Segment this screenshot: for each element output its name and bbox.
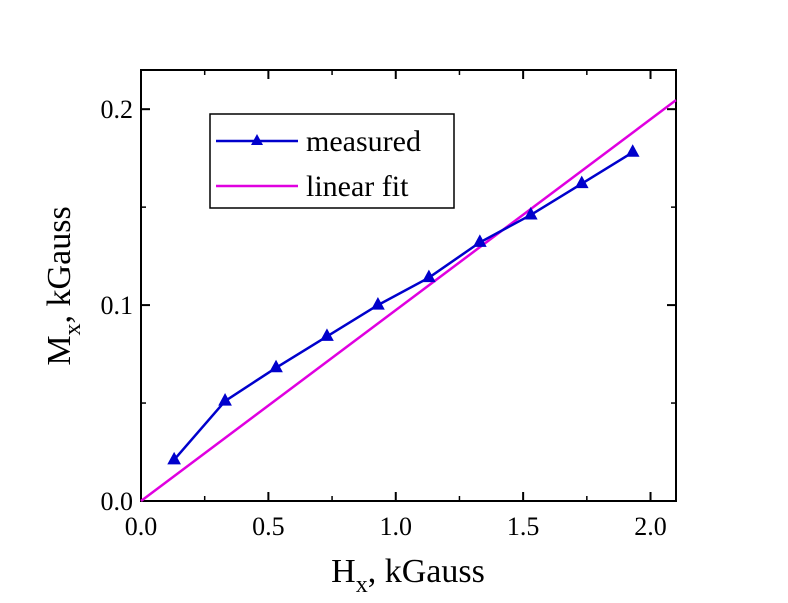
y-axis-title: Mx, kGauss [41,206,86,365]
y-axis-title-rest: , kGauss [41,206,78,323]
y-axis-title-main: M [41,335,78,365]
data-point-measured [218,393,232,406]
legend-label-measured: measured [306,125,421,158]
axis-ticks [140,70,676,502]
x-axis-title: Hx, kGauss [331,553,485,598]
data-point-measured [625,144,640,157]
y-axis-title-sub: x [60,323,86,335]
y-tick-label: 0.0 [101,487,134,516]
x-tick-label: 0.5 [252,512,285,541]
data-point-measured [422,269,436,283]
data-point-measured [269,359,283,373]
y-tick-label: 0.1 [101,291,134,320]
y-tick-label: 0.2 [101,95,134,124]
x-axis-title-sub: x [356,572,368,598]
legend-marker-measured [251,134,263,145]
data-point-measured [574,175,589,189]
data-point-measured [320,328,334,341]
x-tick-label: 1.0 [380,512,413,541]
series-layer [140,99,677,503]
x-axis-title-main: H [331,553,356,590]
legend-label-linear-fit: linear fit [306,170,409,203]
x-tick-label: 2.0 [634,512,667,541]
data-point-measured [472,234,487,247]
plot-frame [140,69,677,502]
data-point-measured [523,206,538,220]
series-line-linear-fit [140,99,677,503]
legend: measured linear fit [209,113,455,209]
legend-box [209,113,455,209]
data-point-measured [371,297,385,310]
series-line-measured [173,151,634,461]
x-tick-label: 0.0 [125,512,158,541]
axis-tick-labels: 0.0 0.5 1.0 1.5 2.0 0.0 0.1 0.2 [101,95,667,541]
data-point-measured [167,451,181,465]
x-tick-label: 1.5 [507,512,540,541]
x-axis-title-rest: , kGauss [368,553,485,590]
